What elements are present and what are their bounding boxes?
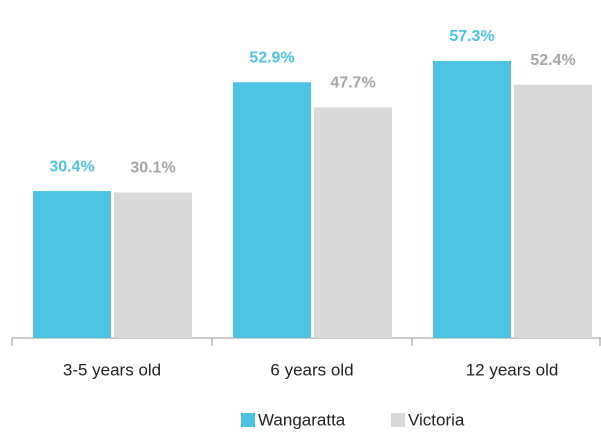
bar bbox=[114, 192, 192, 338]
value-label: 52.4% bbox=[530, 52, 575, 69]
bar bbox=[233, 82, 311, 338]
value-label: 30.4% bbox=[49, 158, 94, 175]
x-tick-label: 3-5 years old bbox=[63, 360, 161, 379]
value-label: 30.1% bbox=[130, 160, 175, 177]
legend-label: Victoria bbox=[408, 410, 465, 429]
legend-swatch bbox=[391, 413, 405, 427]
x-tick-label: 12 years old bbox=[466, 360, 559, 379]
legend-swatch bbox=[241, 413, 255, 427]
value-label: 52.9% bbox=[249, 49, 294, 66]
bar bbox=[433, 61, 511, 338]
x-tick-label: 6 years old bbox=[270, 360, 353, 379]
legend-label: Wangaratta bbox=[258, 410, 346, 429]
bar bbox=[514, 84, 592, 338]
bar bbox=[314, 107, 392, 338]
value-label: 57.3% bbox=[449, 28, 494, 45]
bar bbox=[33, 191, 111, 338]
value-label: 47.7% bbox=[330, 75, 375, 92]
